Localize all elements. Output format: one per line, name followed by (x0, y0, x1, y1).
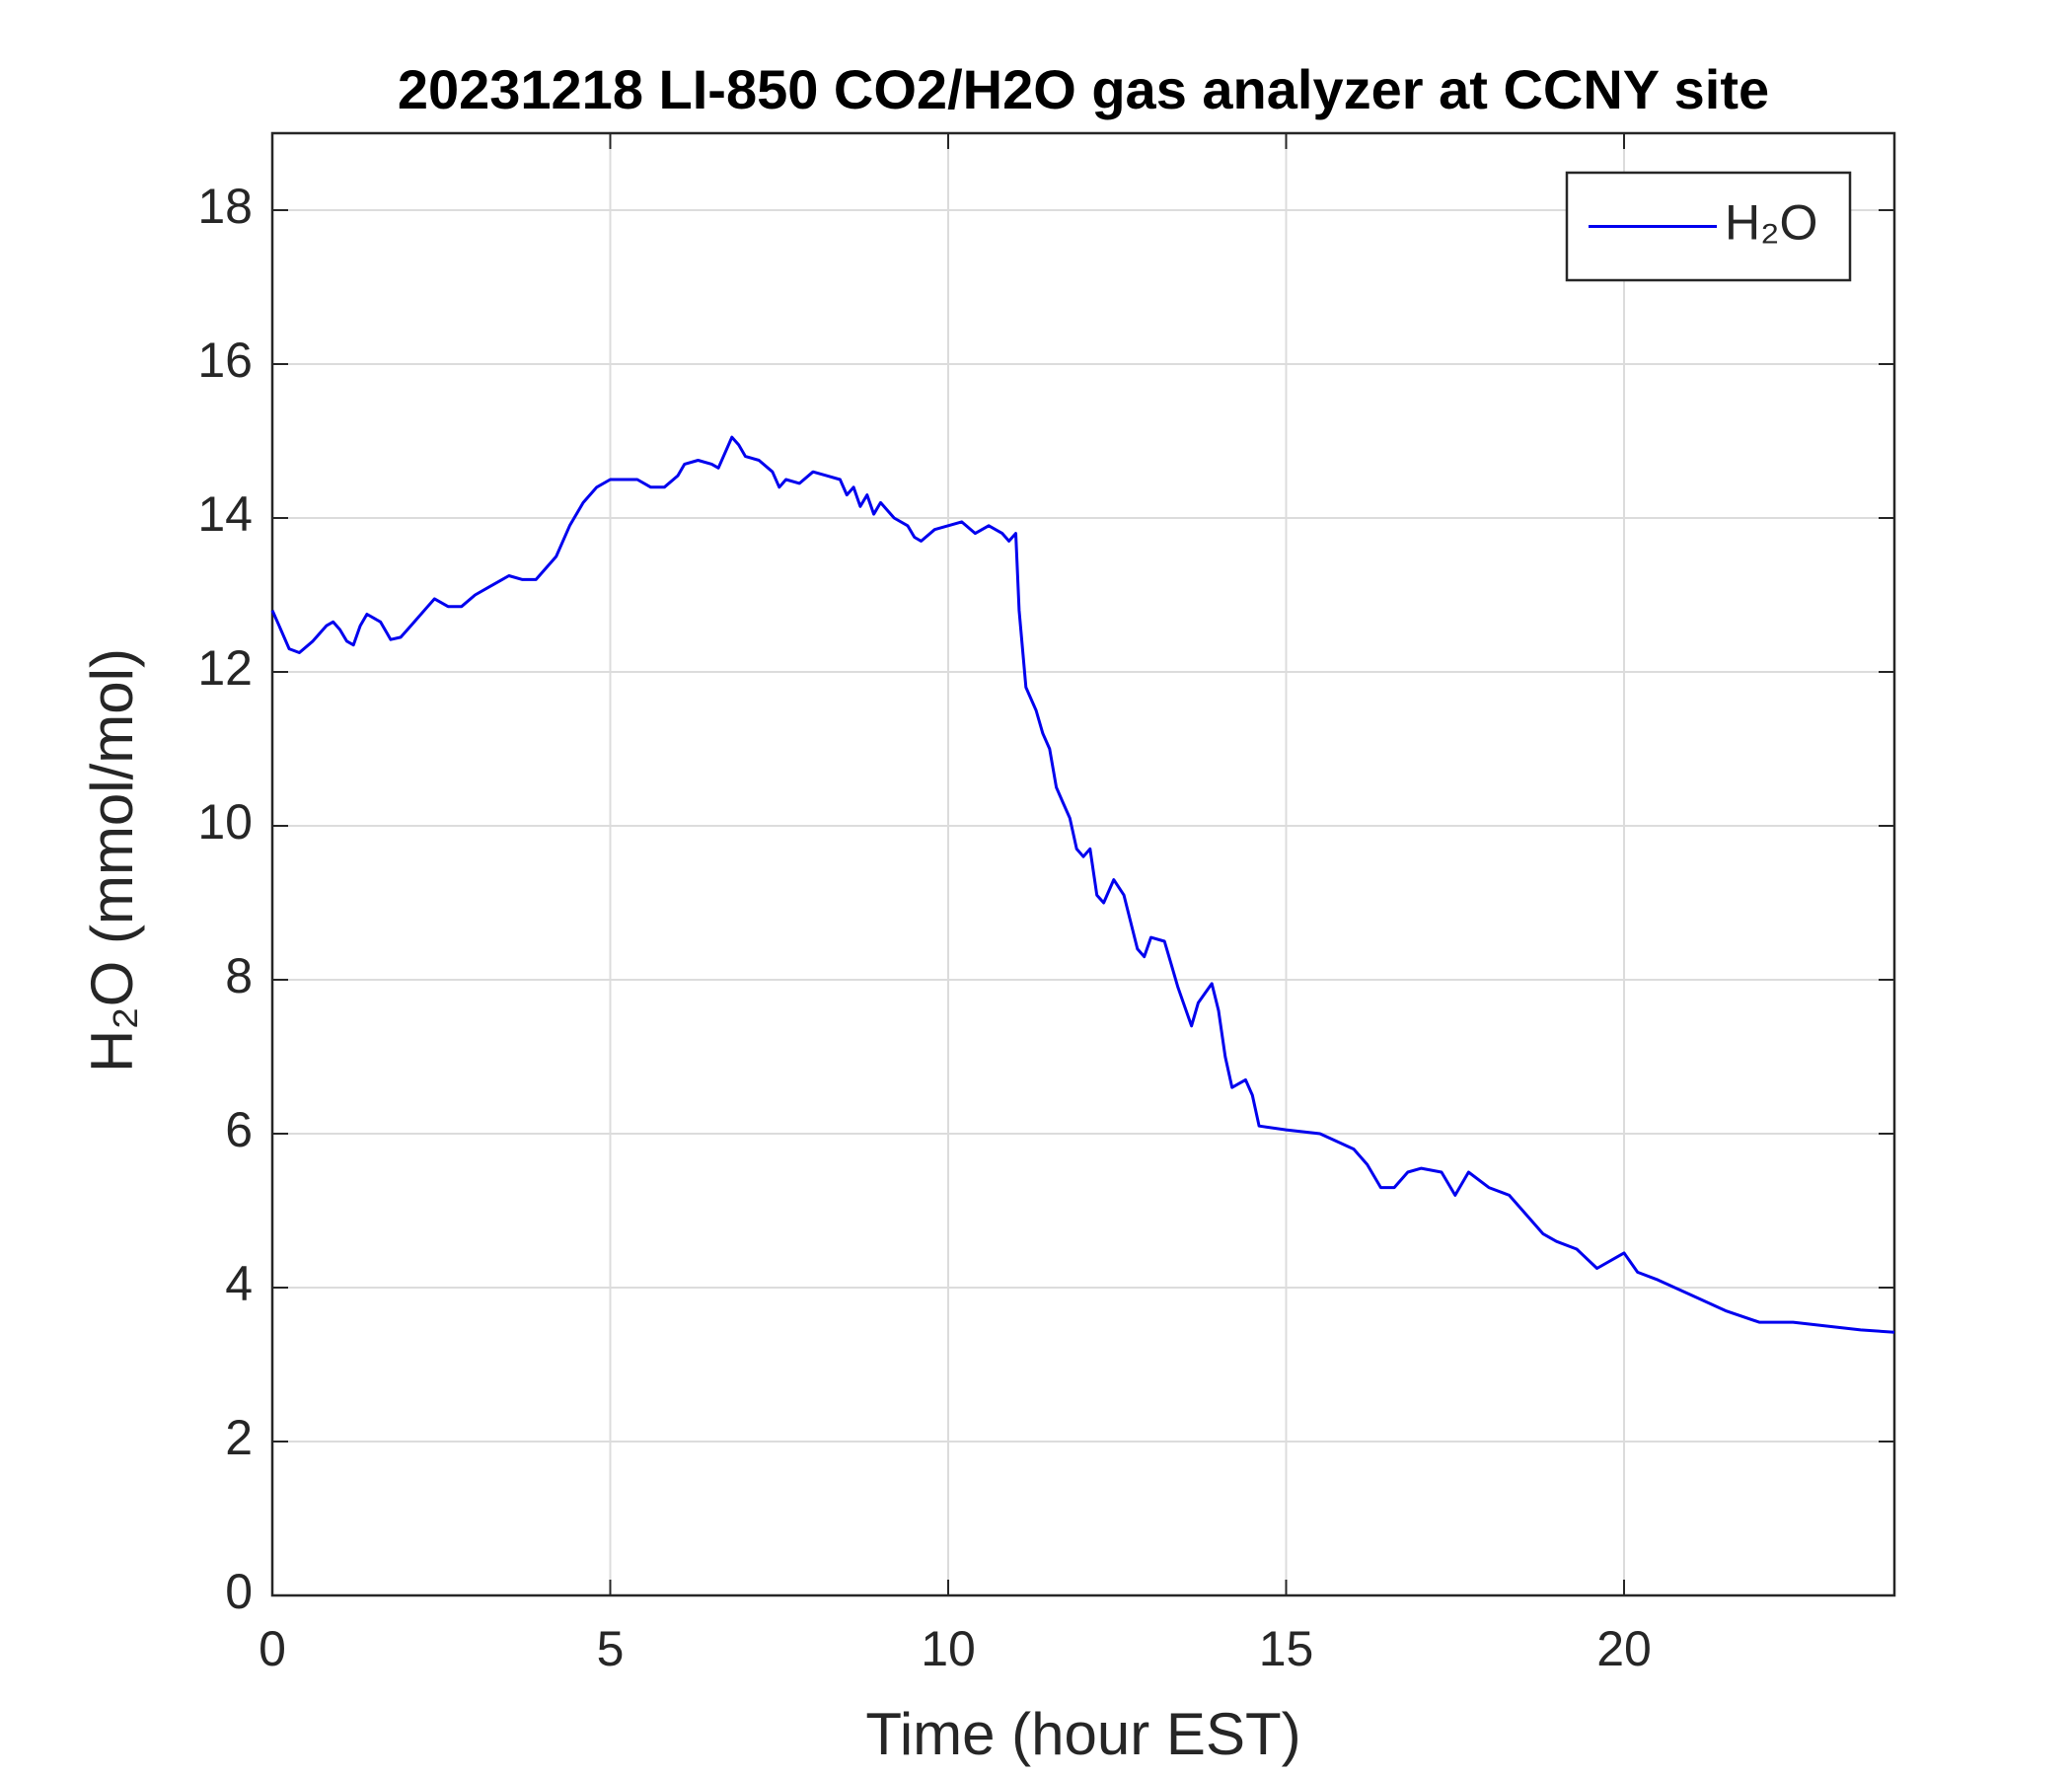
y-tick-label: 16 (197, 333, 253, 388)
x-tick-label: 0 (259, 1621, 286, 1676)
x-tick-label: 5 (597, 1621, 625, 1676)
y-tick-label: 0 (225, 1564, 253, 1619)
y-tick-label: 18 (197, 179, 253, 234)
y-tick-label: 2 (225, 1410, 253, 1465)
y-tick-label: 12 (197, 640, 253, 696)
legend-label: H₂O (1725, 195, 1817, 251)
x-tick-label: 10 (921, 1621, 976, 1676)
chart-title: 20231218 LI-850 CO2/H2O gas analyzer at … (398, 58, 1769, 120)
x-tick-label: 15 (1259, 1621, 1314, 1676)
y-tick-label: 4 (225, 1256, 253, 1311)
x-axis-label: Time (hour EST) (865, 1701, 1300, 1767)
y-axis-label: H₂O (mmol/mol) (79, 648, 145, 1073)
plot-frame (270, 131, 1896, 1597)
x-tick-label: 20 (1596, 1621, 1652, 1676)
data-line (270, 435, 1895, 1334)
y-tick-label: 8 (225, 948, 253, 1003)
y-tick-label: 6 (225, 1102, 253, 1157)
y-tick-label: 10 (197, 794, 253, 850)
y-tick-label: 14 (197, 486, 253, 542)
